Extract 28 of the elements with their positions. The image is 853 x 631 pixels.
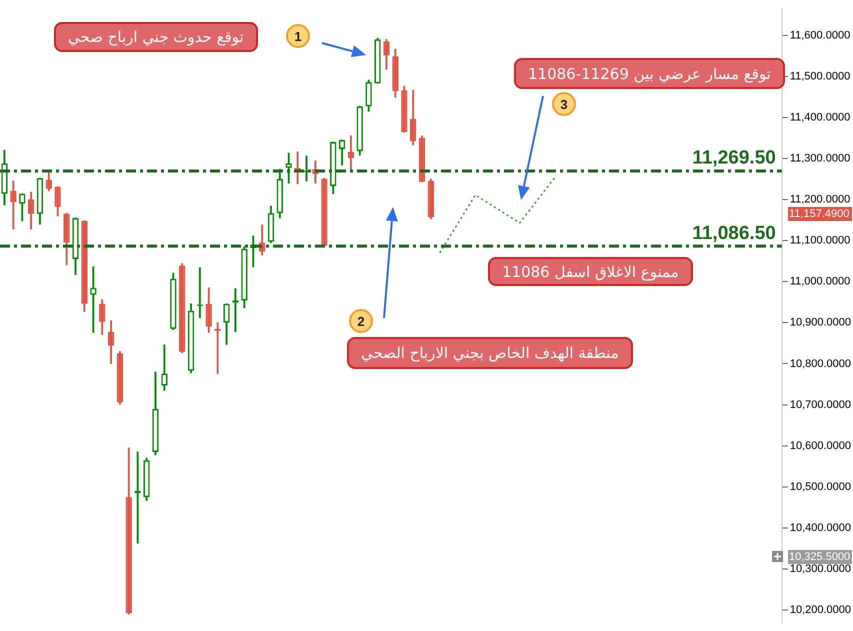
line-series (439, 176, 556, 254)
ref-line-label: 11,269.50 (692, 148, 776, 169)
y-tick-label: 11,200.0000 (790, 194, 850, 206)
annotation: توقع حدوث جني ارباح صحي (54, 22, 258, 52)
y-tick-label: 10,500.0000 (790, 480, 851, 493)
text: 10,325.5000 (788, 550, 852, 564)
text: 11,157.4900 (788, 207, 852, 221)
annotation: 1 (286, 24, 310, 48)
y-tick-label: 11,000.0000 (790, 276, 850, 288)
y-tick-label: 11,400.0000 (790, 111, 850, 124)
annotation: ممنوع الاغلاق اسفل 11086 (488, 257, 693, 286)
y-tick-label: 10,800.0000 (790, 358, 851, 370)
y-tick-label: 10,300.0000 (790, 563, 851, 576)
y-tick-label: 11,500.0000 (790, 70, 850, 82)
annotation: 3 (552, 92, 576, 116)
candlestick (232, 288, 239, 332)
y-tick-label: 10,600.0000 (790, 440, 851, 452)
y-tick-label: 10,400.0000 (790, 522, 851, 534)
y-tick-label: 11,600.0000 (790, 29, 850, 42)
y-tick-label: 10,900.0000 (790, 316, 851, 329)
y-tick-label: 11,300.0000 (790, 152, 850, 164)
annotation: توقع مسار عرضي بين 11269-11086 (514, 58, 785, 89)
annotation: منطقة الهدف الخاص بجني الارباح الصحي (347, 337, 633, 369)
y-tick-label: 10,700.0000 (790, 398, 851, 411)
annotation: 2 (349, 309, 373, 333)
ref-line-label: 11,086.50 (692, 222, 776, 244)
y-tick-label: 10,200.0000 (790, 604, 851, 616)
y-tick-label: 11,100.0000 (790, 234, 850, 247)
